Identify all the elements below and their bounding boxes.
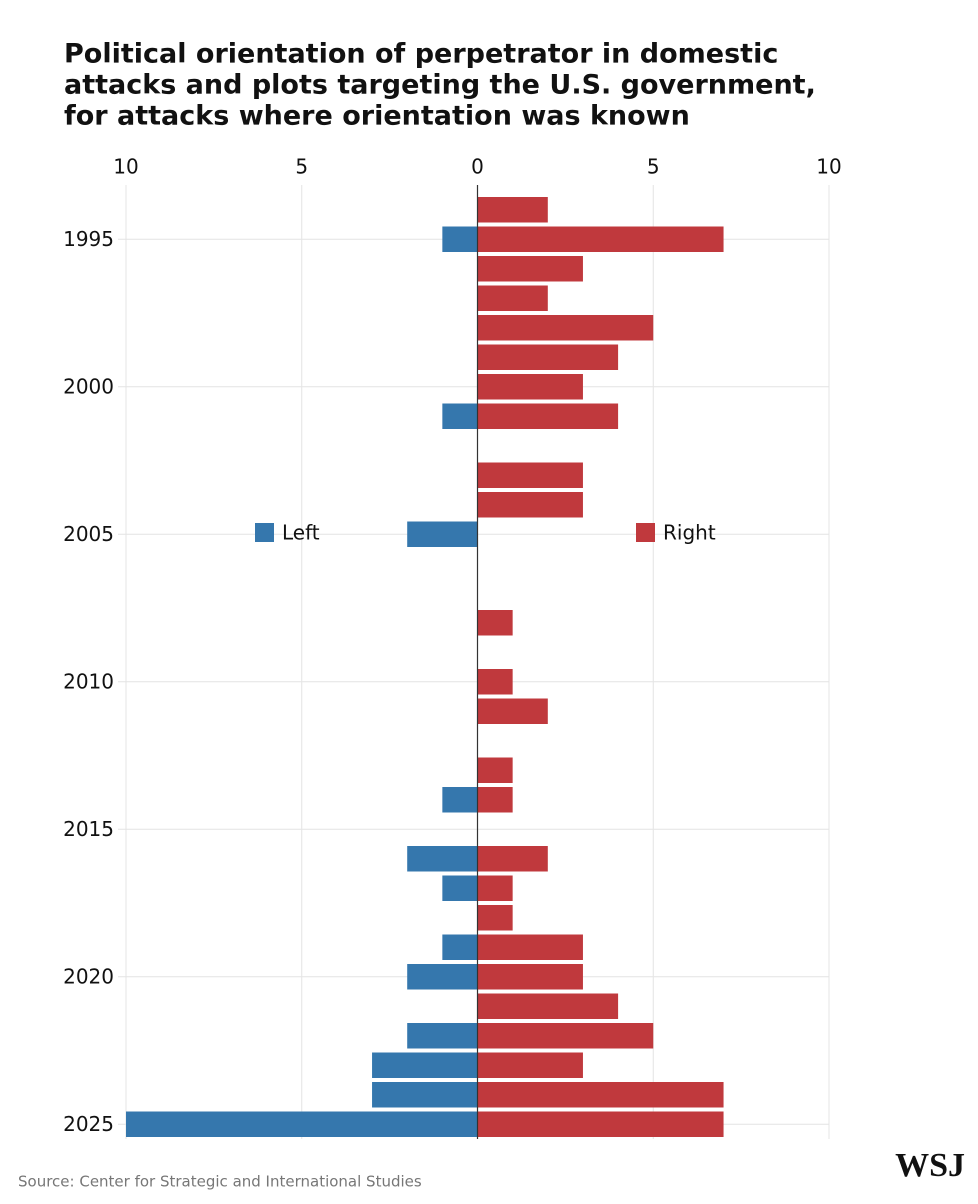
- bar: [477, 787, 513, 813]
- bar: [477, 669, 513, 695]
- bar: [477, 610, 513, 636]
- bar: [407, 1023, 478, 1049]
- y-tick-label: 2010: [63, 669, 114, 693]
- bar: [477, 846, 548, 872]
- legend-label: Right: [663, 521, 716, 545]
- bar: [477, 1023, 654, 1049]
- y-tick-label: 2025: [63, 1112, 114, 1136]
- logo: WSJ: [895, 1147, 965, 1184]
- chart-title: Political orientation of perpetrator in …: [64, 39, 778, 70]
- bar: [477, 462, 583, 488]
- bar: [477, 993, 619, 1019]
- bar: [477, 256, 583, 282]
- legend-label: Left: [282, 521, 320, 545]
- bar: [477, 757, 513, 783]
- x-tick-label: 10: [113, 155, 138, 179]
- bar: [372, 1082, 478, 1108]
- bar: [477, 315, 654, 341]
- y-tick-label: 2015: [63, 817, 114, 841]
- bar: [477, 905, 513, 931]
- bar: [477, 1111, 724, 1137]
- bar: [477, 964, 583, 990]
- legend-swatch: [636, 523, 655, 542]
- bar: [477, 934, 583, 960]
- bar: [126, 1111, 478, 1137]
- bar: [372, 1052, 478, 1078]
- y-tick-label: 1995: [63, 227, 114, 251]
- bar: [407, 521, 478, 547]
- bar: [407, 846, 478, 872]
- x-tick-label: 5: [295, 155, 308, 179]
- bar: [477, 197, 548, 223]
- bar: [442, 934, 478, 960]
- x-tick-label: 5: [647, 155, 660, 179]
- chart-title: attacks and plots targeting the U.S. gov…: [64, 70, 816, 101]
- bar: [477, 374, 583, 400]
- x-tick-label: 10: [816, 155, 841, 179]
- bar: [477, 1082, 724, 1108]
- bar: [442, 403, 478, 429]
- legend-swatch: [255, 523, 274, 542]
- bar: [407, 964, 478, 990]
- bar: [477, 226, 724, 252]
- chart-title: for attacks where orientation was known: [64, 101, 690, 132]
- bar: [442, 875, 478, 901]
- y-tick-label: 2020: [63, 964, 114, 988]
- bar: [442, 787, 478, 813]
- x-tick-label: 0: [471, 155, 484, 179]
- bar: [477, 1052, 583, 1078]
- bar: [477, 492, 583, 518]
- y-tick-label: 2000: [63, 374, 114, 398]
- bar: [477, 285, 548, 311]
- bar: [477, 875, 513, 901]
- source: Source: Center for Strategic and Interna…: [18, 1173, 422, 1191]
- bar: [442, 226, 478, 252]
- bar: [477, 403, 619, 429]
- bar: [477, 698, 548, 724]
- y-tick-label: 2005: [63, 522, 114, 546]
- bar: [477, 344, 619, 370]
